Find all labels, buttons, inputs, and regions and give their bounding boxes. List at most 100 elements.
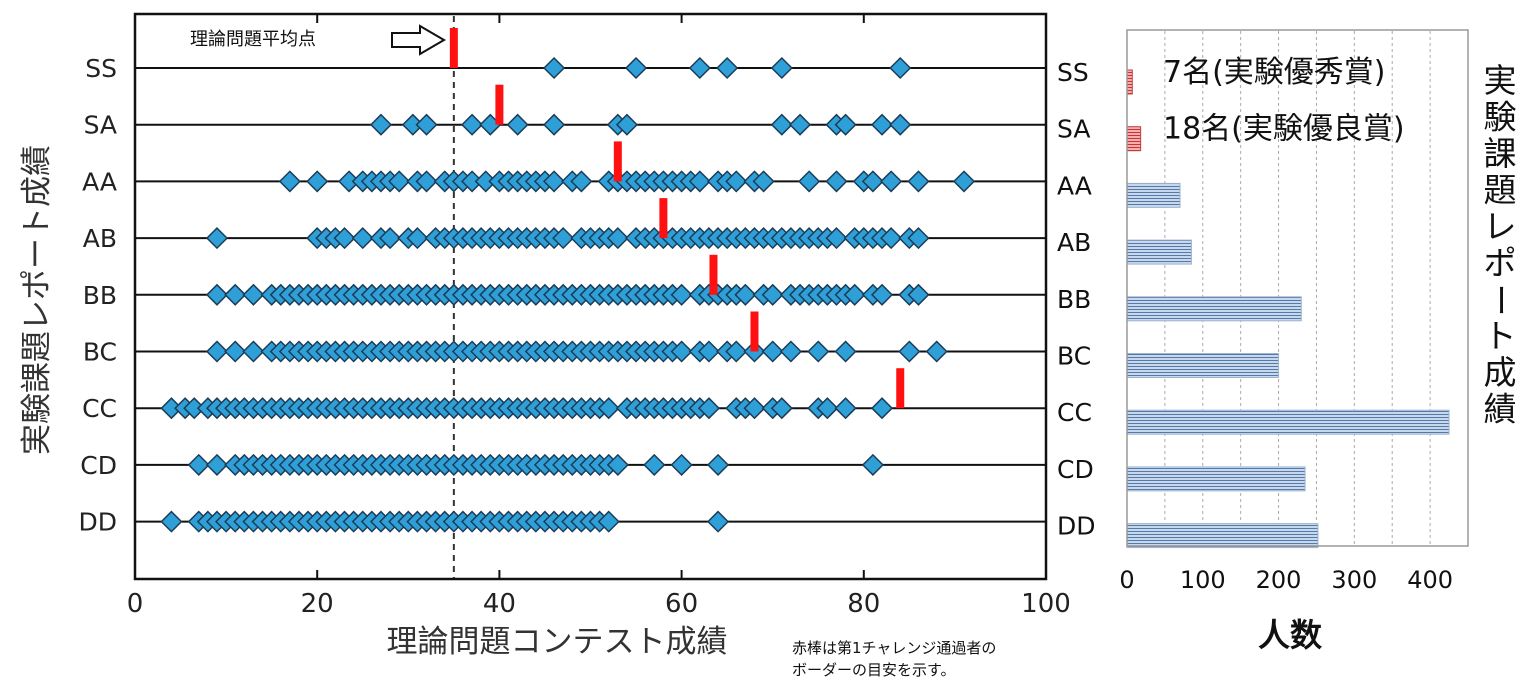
x-axis-title: 理論問題コンテスト成績 — [387, 624, 728, 660]
point-ab — [406, 227, 429, 250]
x-tick-label: 60 — [665, 589, 698, 619]
point-dd — [597, 510, 620, 533]
point-bc — [205, 340, 229, 363]
x-tick-label: 20 — [301, 589, 334, 619]
point-aa — [688, 170, 711, 193]
bar-y-axis-title-char: ト — [1484, 317, 1517, 356]
bars — [1126, 69, 1450, 549]
bar-x-tick-label: 300 — [1331, 566, 1377, 594]
bar-x-axis-title: 人数 — [1258, 616, 1323, 654]
bar-cc — [1126, 409, 1450, 435]
y-axis-title: 実験課題レポート成績 — [19, 145, 55, 455]
point-aa — [388, 170, 411, 193]
point-ss — [716, 56, 739, 80]
point-cd — [670, 453, 693, 476]
data-points — [160, 56, 976, 533]
category-label-left: BC — [83, 338, 117, 367]
point-cc — [697, 397, 720, 420]
point-cd — [606, 453, 629, 476]
category-labels-left: SS SA AA AB BB BC CC CD DD — [78, 54, 117, 537]
point-aa — [861, 170, 884, 193]
point-sa — [461, 113, 484, 136]
point-bb — [734, 283, 757, 306]
point-sa — [889, 113, 912, 136]
point-bc — [242, 340, 265, 363]
bar-sa — [1126, 126, 1142, 152]
x-tick-label: 100 — [1021, 589, 1071, 619]
bar-x-tick-label: 100 — [1180, 566, 1226, 594]
category-label-left: AA — [82, 167, 117, 196]
border-marker-cc — [896, 368, 905, 409]
point-bc — [898, 340, 921, 363]
bar-y-axis-title: 実験課題レポート成績 — [1481, 61, 1520, 429]
point-aa — [752, 170, 775, 193]
bar-cd — [1126, 466, 1306, 492]
point-dd — [706, 510, 730, 533]
point-aa — [825, 170, 848, 193]
point-bc — [834, 340, 857, 363]
point-aa — [798, 170, 821, 193]
bar-bc — [1126, 353, 1280, 378]
average-arrow-icon — [391, 24, 446, 56]
category-label-right: BC — [1057, 342, 1091, 371]
point-bc — [725, 340, 748, 363]
point-ss — [889, 56, 912, 80]
point-aa — [415, 170, 438, 193]
point-aa — [306, 170, 329, 193]
x-tick-label: 40 — [483, 589, 516, 619]
point-ab — [379, 227, 402, 250]
bar-dd — [1126, 523, 1319, 549]
category-label-left: BB — [83, 281, 117, 310]
point-bc — [779, 340, 802, 363]
bar-annotations: 7名(実験優秀賞) 18名(実験優良賞) — [1163, 55, 1405, 147]
note-line-1: 赤棒は第1チャレンジ通過者の — [792, 639, 996, 657]
point-ab — [205, 227, 229, 250]
bar-annotation-sa: 18名(実験優良賞) — [1163, 112, 1405, 147]
bar-x-tick-label: 0 — [1119, 566, 1134, 594]
category-label-right: BB — [1057, 285, 1091, 314]
point-bb — [843, 283, 866, 306]
category-label-right: AB — [1057, 228, 1091, 257]
point-bb — [205, 283, 229, 306]
point-ss — [542, 56, 566, 80]
point-sa — [870, 113, 894, 136]
bar-y-axis-title-char: 績 — [1484, 390, 1517, 429]
category-labels-right: SS SA AA AB BB BC CC CD DD — [1057, 58, 1096, 541]
point-bb — [907, 283, 930, 306]
point-cc — [870, 397, 894, 420]
category-label-left: SA — [84, 111, 117, 140]
average-annotation: 理論問題平均点 — [190, 24, 446, 56]
point-cd — [706, 453, 730, 476]
category-label-right: CC — [1057, 398, 1092, 427]
category-label-left: SS — [85, 54, 117, 83]
border-markers — [449, 28, 905, 409]
bar-gridlines — [1164, 31, 1431, 545]
point-ab — [825, 227, 848, 250]
point-cc — [597, 397, 620, 420]
category-label-left: DD — [78, 508, 117, 537]
point-bb — [761, 283, 784, 306]
point-ab — [333, 227, 356, 250]
bar-x-tick-labels: 0 100 200 300 400 — [1119, 566, 1453, 594]
point-sa — [834, 113, 857, 136]
point-ss — [770, 56, 793, 80]
point-bb — [870, 283, 894, 306]
bar-y-axis-title-char: ポ — [1484, 244, 1517, 283]
border-marker-sa — [495, 84, 504, 125]
bar-y-axis-title-char: 実 — [1484, 61, 1517, 100]
point-bc — [807, 340, 830, 363]
point-ss — [688, 56, 711, 80]
category-label-left: CC — [82, 394, 117, 423]
point-ab — [907, 227, 930, 250]
point-bc — [925, 340, 948, 363]
x-tick-marks — [134, 14, 1047, 579]
border-marker-bc — [750, 311, 759, 352]
point-bc — [697, 340, 720, 363]
border-marker-ss — [449, 28, 458, 68]
bar-aa — [1126, 182, 1181, 208]
bar-y-axis-title-char: 題 — [1484, 171, 1517, 210]
point-cd — [187, 453, 210, 476]
average-label: 理論問題平均点 — [190, 29, 316, 50]
point-dd — [160, 510, 183, 533]
